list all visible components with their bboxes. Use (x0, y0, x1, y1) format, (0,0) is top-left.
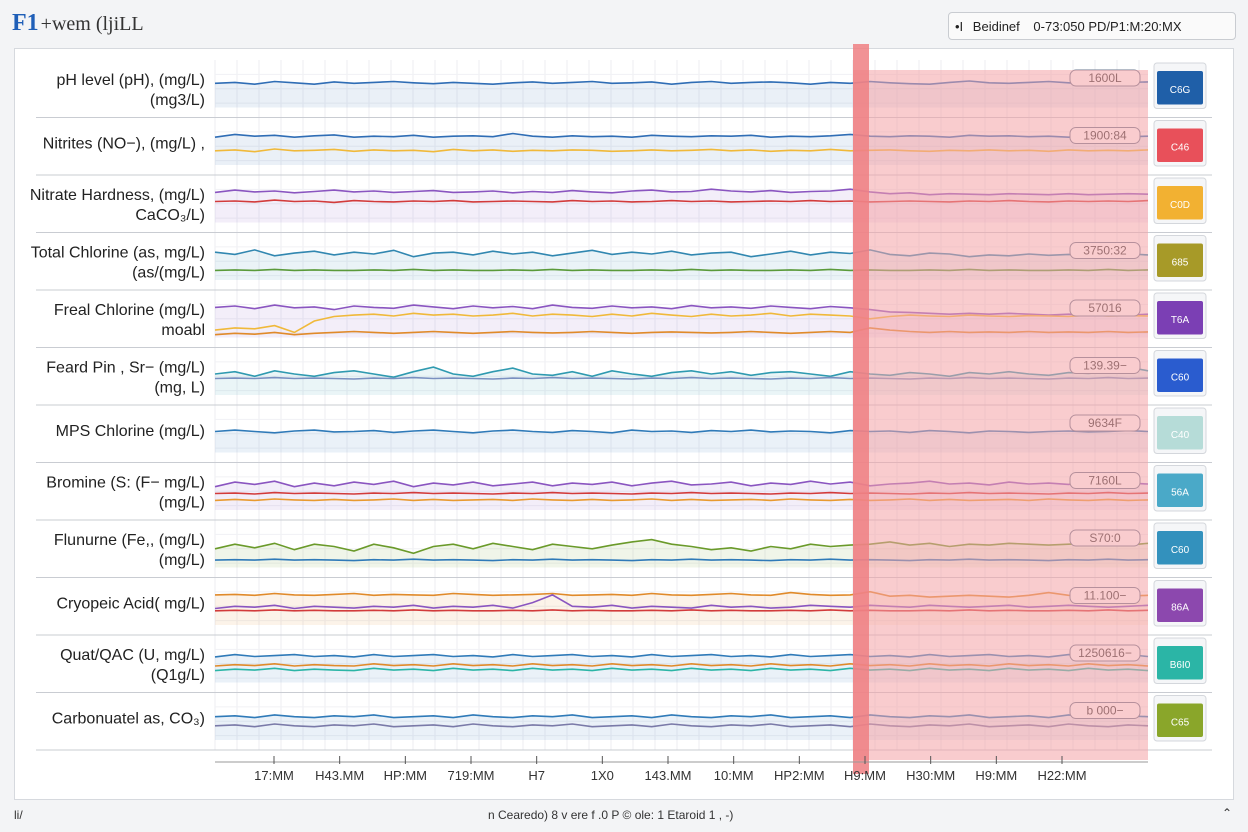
top-bar: F1 +wem (ljiLL •I Beidinef 0-73:050 PD/P1… (0, 0, 1248, 48)
time-cursor-bar (853, 44, 869, 774)
swatch-label: C65 (1171, 717, 1190, 728)
row-label: Quat/QAC (U, mg/L) (60, 647, 205, 664)
x-tick-label: 143.MM (645, 768, 692, 783)
row-sublabel: (as/(mg/L) (132, 265, 205, 282)
color-swatch (1157, 473, 1203, 507)
row-label: pH level (pH), (mg/L) (57, 72, 205, 89)
color-swatch (1157, 531, 1203, 565)
x-tick-label: 1X0 (591, 768, 614, 783)
row-label: Nitrate Hardness, (mg/L) (30, 187, 205, 204)
app-logo: F1 (12, 10, 39, 36)
row-label: Total Chlorine (as, mg/L) (31, 245, 205, 262)
multi-row-line-chart: pH level (pH), (mg/L)(mg3/L)1600LC6GNitr… (30, 44, 1212, 783)
row-sublabel: CaCO₃/L) (135, 207, 205, 224)
row-sublabel: (mg3/L) (150, 92, 205, 109)
color-swatch (1157, 301, 1203, 335)
color-swatch (1157, 358, 1203, 392)
color-swatch (1157, 243, 1203, 277)
swatch-label: 56A (1171, 487, 1189, 498)
row-sublabel: (mg, L) (154, 380, 205, 397)
color-swatch (1157, 71, 1203, 105)
swatch-label: B6I0 (1170, 660, 1191, 671)
swatch-label: C46 (1171, 142, 1190, 153)
swatch-label: C0D (1170, 200, 1190, 211)
color-swatch (1157, 186, 1203, 220)
row-sublabel: (mg/L) (159, 495, 205, 512)
color-swatch (1157, 128, 1203, 162)
row-label: Feard Pin , Sr− (mg/L) (46, 360, 205, 377)
footer-center-text: n Cearedo) 8 v ere f .0 P © ole: 1 Etaro… (488, 808, 734, 822)
status-time-range: 0-73:050 PD/P1:M:20:MX (1033, 19, 1182, 34)
footer-bar: li/ n Cearedo) 8 v ere f .0 P © ole: 1 E… (0, 802, 1248, 832)
color-swatch (1157, 646, 1203, 680)
row-label: Cryopeic Acid( mg/L) (57, 596, 206, 613)
status-label: Beidinef (972, 19, 1020, 34)
footer-left-text: li/ (14, 808, 23, 822)
row-label: Freal Chlorine (mg/L) (54, 302, 205, 319)
color-swatch (1157, 416, 1203, 450)
x-tick-label: HP2:MM (774, 768, 825, 783)
highlight-region (853, 70, 1148, 760)
swatch-label: C6G (1170, 85, 1191, 96)
row-sublabel: moabl (161, 322, 205, 339)
swatch-label: C60 (1171, 545, 1190, 556)
x-tick-label: H22:MM (1037, 768, 1086, 783)
x-tick-label: 719:MM (448, 768, 495, 783)
x-tick-label: 10:MM (714, 768, 754, 783)
row-label: MPS Chlorine (mg/L) (56, 423, 205, 440)
swatch-label: T6A (1171, 315, 1190, 326)
x-tick-label: 17:MM (254, 768, 294, 783)
x-tick-label: H43.MM (315, 768, 364, 783)
row-sublabel: (Q1g/L) (151, 667, 205, 684)
row-label: Nitrites (NO−), (mg/L) , (43, 136, 205, 153)
row-label: Flunurne (Fe,, (mg/L) (54, 532, 205, 549)
x-tick-label: H7 (528, 768, 545, 783)
x-tick-label: H30:MM (906, 768, 955, 783)
app-title: F1 +wem (ljiLL (12, 10, 144, 37)
row-label: Carbonuatel as, CO₃) (52, 711, 205, 728)
time-range-selector[interactable]: •I Beidinef 0-73:050 PD/P1:M:20:MX (948, 12, 1236, 40)
scroll-up-icon[interactable]: ⌃ (1222, 806, 1233, 820)
swatch-label: 685 (1172, 257, 1189, 268)
x-tick-label: HP:MM (384, 768, 427, 783)
swatch-label: C40 (1171, 430, 1190, 441)
x-tick-label: H9:MM (844, 768, 886, 783)
swatch-label: C60 (1171, 372, 1190, 383)
swatch-label: 86A (1171, 602, 1189, 613)
x-tick-label: H9:MM (975, 768, 1017, 783)
row-label: Bromine (S: (F− mg/L) (46, 475, 205, 492)
color-swatch (1157, 703, 1203, 737)
color-swatch (1157, 588, 1203, 622)
row-sublabel: (mg/L) (159, 552, 205, 569)
app-title-text: +wem (ljiLL (40, 13, 144, 35)
status-arrow-icon: •I (955, 19, 964, 34)
